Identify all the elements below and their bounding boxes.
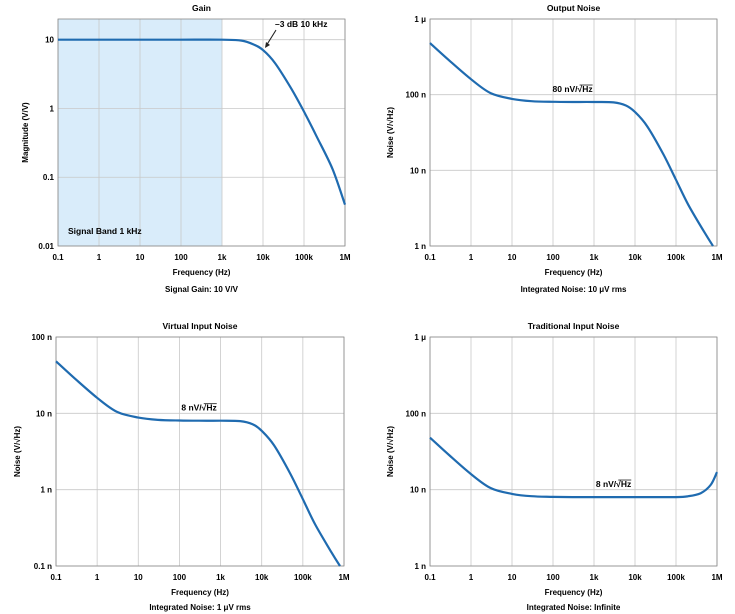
chart-3-y-tick-label-2: 10 n [36,409,52,418]
chart-3-y-tick-label-1: 1 n [40,486,52,495]
chart-1-y-tick-label-0: 0.01 [38,242,54,251]
chart-2-y-axis-label: Noise (V/√Hz) [386,107,395,158]
chart-3-y-tick-label-0: 0.1 n [34,562,52,571]
chart-2-x-tick-label-7: 1M [711,253,722,262]
chart-4-x-tick-label-5: 10k [628,573,642,582]
chart-1-y-tick-label-3: 10 [45,36,54,45]
chart-3-x-tick-label-2: 10 [134,573,143,582]
chart-4-y-tick-label-0: 1 n [414,562,426,571]
chart-4-x-tick-label-1: 1 [469,573,474,582]
chart-1-title: Gain [192,3,211,13]
chart-1-x-tick-label-4: 1k [218,253,227,262]
chart-4-x-axis-label: Frequency (Hz) [545,588,603,597]
chart-1-x-tick-label-7: 1M [339,253,350,262]
chart-1-series-line [57,38,347,205]
chart-2-x-tick-label-4: 1k [590,253,599,262]
chart-2-y-tick-label-2: 100 n [406,91,427,100]
chart-2-y-tick-label-0: 1 n [414,242,426,251]
chart-2-x-tick-label-2: 10 [508,253,517,262]
chart-1-x-tick-label-1: 1 [97,253,102,262]
chart-3-annotation-label: 8 nV/√Hz [181,403,216,413]
chart-1-signal-band-label: Signal Band 1 kHz [68,226,142,236]
chart-2-series-line [429,42,714,247]
chart-2-x-tick-label-0: 0.1 [424,253,436,262]
chart-3-x-tick-label-0: 0.1 [50,573,62,582]
chart-4-y-tick-label-1: 10 n [410,486,426,495]
chart-1-x-tick-label-6: 100k [295,253,313,262]
chart-1-annotation-label: –3 dB 10 kHz [275,19,327,29]
chart-3-x-axis-label: Frequency (Hz) [171,588,229,597]
chart-1-annotation-arrowhead [265,42,270,49]
chart-1-x-tick-label-2: 10 [136,253,145,262]
chart-1-plot-frame [57,18,346,247]
chart-2-x-tick-label-6: 100k [667,253,685,262]
chart-4-x-tick-label-0: 0.1 [424,573,436,582]
chart-2-y-tick-label-1: 10 n [410,166,426,175]
chart-4-title: Traditional Input Noise [528,321,620,331]
chart-3-plot-frame [55,336,345,567]
chart-3-x-tick-label-1: 1 [95,573,100,582]
chart-3-x-tick-label-6: 100k [294,573,312,582]
chart-4-series-line [429,436,718,499]
chart-3-x-tick-label-7: 1M [338,573,349,582]
chart-1-x-tick-label-3: 100 [174,253,188,262]
chart-1-y-axis-label: Magnitude (V/V) [21,102,30,163]
chart-2-footer-note: Integrated Noise: 10 μV rms [521,285,627,294]
chart-4-plot-frame [429,336,718,567]
chart-4-y-tick-label-3: 1 μ [414,333,426,342]
chart-2-x-tick-label-3: 100 [546,253,560,262]
chart-4-annotation-label: 8 nV/√Hz [596,479,631,489]
chart-1-y-tick-label-2: 1 [50,104,55,113]
chart-3-series-line [55,360,341,567]
chart-1-x-axis-label: Frequency (Hz) [173,268,231,277]
chart-1-footer-note: Signal Gain: 10 V/V [165,285,239,294]
chart-4-x-tick-label-2: 10 [508,573,517,582]
chart-3-footer-note: Integrated Noise: 1 μV rms [149,603,251,612]
chart-2-y-tick-label-3: 1 μ [414,15,426,24]
chart-3-y-axis-label: Noise (V/√Hz) [13,426,22,477]
chart-2-annotation-label: 80 nV/√Hz [553,84,593,94]
chart-2-x-axis-label: Frequency (Hz) [545,268,603,277]
chart-3-x-tick-label-5: 10k [255,573,269,582]
chart-2-x-tick-label-5: 10k [628,253,642,262]
chart-4-x-tick-label-7: 1M [711,573,722,582]
chart-4-x-tick-label-6: 100k [667,573,685,582]
chart-1-y-tick-label-1: 0.1 [43,173,55,182]
chart-3-title: Virtual Input Noise [163,321,238,331]
chart-3-y-tick-label-3: 100 n [32,333,53,342]
chart-4-x-tick-label-4: 1k [590,573,599,582]
chart-3-x-tick-label-4: 1k [216,573,225,582]
chart-4-y-axis-label: Noise (V/√Hz) [386,426,395,477]
chart-4-footer-note: Integrated Noise: Infinite [527,603,621,612]
chart-3-x-tick-label-3: 100 [173,573,187,582]
chart-1-x-tick-label-5: 10k [256,253,270,262]
chart-1-x-tick-label-0: 0.1 [52,253,64,262]
chart-4-y-tick-label-2: 100 n [406,409,427,418]
chart-4-x-tick-label-3: 100 [546,573,560,582]
chart-2-title: Output Noise [547,3,601,13]
chart-2-x-tick-label-1: 1 [469,253,474,262]
chart-2-plot-frame [429,18,718,247]
